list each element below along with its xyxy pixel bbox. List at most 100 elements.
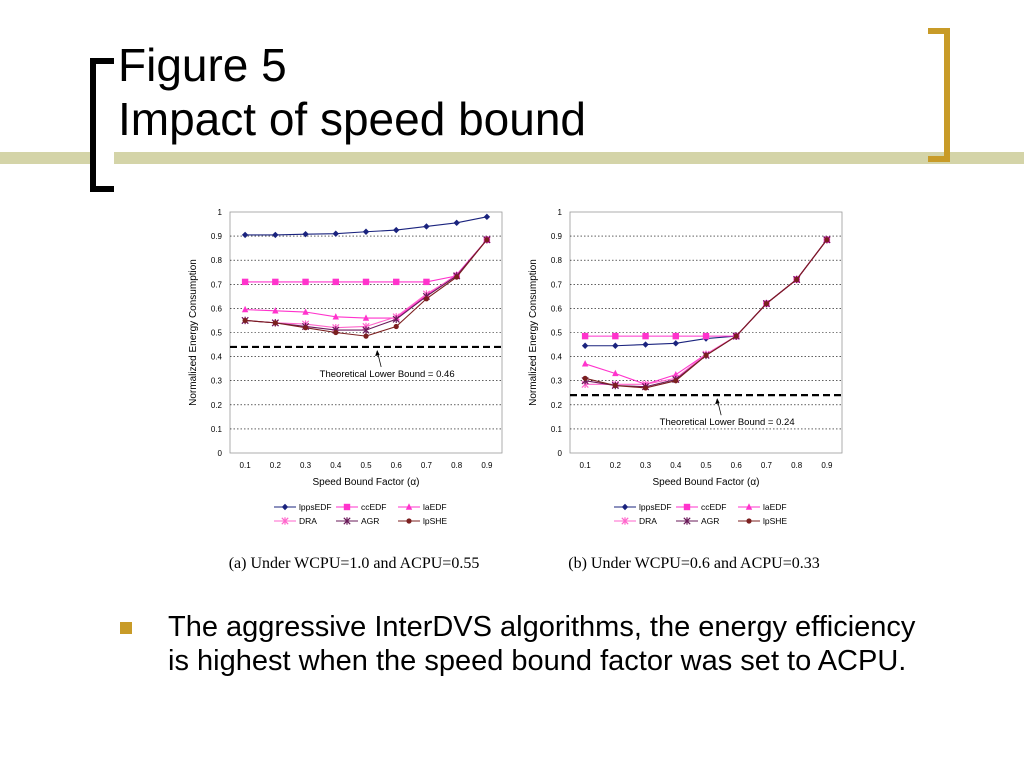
- y-tick-label: 1: [558, 208, 563, 217]
- y-tick-label: 0.3: [551, 377, 563, 386]
- data-point: [332, 278, 339, 286]
- x-tick-label: 0.6: [391, 461, 403, 470]
- data-point: [362, 314, 370, 321]
- y-tick-label: 0.2: [211, 401, 223, 410]
- legend-entry-label: lppsEDF: [639, 502, 672, 512]
- reference-line-label: Theoretical Lower Bound = 0.46: [320, 369, 455, 380]
- y-tick-label: 0.3: [211, 377, 223, 386]
- legend-marker: [343, 503, 351, 511]
- data-point: [241, 305, 249, 313]
- data-point: [763, 300, 770, 307]
- y-axis-label: Normalized Energy Consumption: [528, 259, 539, 406]
- y-tick-label: 0.4: [551, 353, 563, 362]
- legend-entry-label: ccEDF: [361, 502, 387, 512]
- data-point: [794, 276, 800, 283]
- data-point: [582, 375, 588, 381]
- x-tick-label: 0.8: [451, 461, 463, 470]
- slide-title-line-1: Figure 5: [118, 39, 287, 91]
- reference-arrow-head: [375, 349, 380, 356]
- legend-entry-label: DRA: [299, 516, 317, 526]
- x-axis-label: Speed Bound Factor (α): [313, 477, 420, 488]
- y-axis-label: Normalized Energy Consumption: [188, 259, 199, 406]
- legend-entry-label: lpSHE: [763, 516, 787, 526]
- x-tick-label: 0.1: [240, 461, 252, 470]
- data-point: [362, 228, 370, 235]
- data-point: [333, 329, 339, 336]
- slide-title-line-2: Impact of speed bound: [118, 93, 586, 145]
- legend-marker: [621, 517, 629, 525]
- series-lpSHE: [242, 237, 490, 339]
- legend-entry-label: lppsEDF: [299, 502, 332, 512]
- x-tick-label: 0.9: [481, 461, 493, 470]
- y-tick-label: 0.7: [211, 280, 223, 289]
- x-tick-label: 0.4: [670, 461, 682, 470]
- x-tick-label: 0.1: [580, 461, 592, 470]
- data-point: [733, 333, 739, 339]
- bullet-square-icon: [120, 622, 132, 634]
- legend-marker: [621, 503, 629, 511]
- data-point: [612, 382, 618, 389]
- y-tick-label: 0.2: [551, 401, 563, 410]
- y-tick-label: 0.1: [211, 425, 223, 434]
- x-tick-label: 0.3: [300, 461, 312, 470]
- data-point: [332, 313, 339, 320]
- y-tick-label: 0.7: [551, 280, 563, 289]
- legend-marker: [406, 518, 412, 524]
- data-point: [302, 278, 309, 286]
- data-point: [302, 308, 309, 315]
- legend-marker: [683, 517, 691, 525]
- data-point: [241, 231, 249, 239]
- legend-marker: [405, 503, 413, 510]
- data-point: [392, 315, 400, 323]
- data-point: [272, 278, 279, 286]
- data-point: [363, 333, 369, 339]
- y-tick-label: 0: [558, 449, 563, 458]
- chart-panel-a: 0 0.1 0.2 0.3 0.4 0.5 0.6 0.7 0.8 0.9 1 0.1 0.2 0.3 0.…: [188, 208, 503, 572]
- decorative-band: [0, 152, 1024, 164]
- legend-entry-label: laEDF: [423, 502, 447, 512]
- legend: lppsEDF ccEDF laEDF DRA AGR lpSHE: [274, 502, 447, 526]
- data-point: [673, 378, 679, 384]
- data-point: [824, 237, 830, 243]
- y-tick-label: 0.9: [211, 232, 223, 241]
- right-bracket-decoration: [928, 28, 950, 162]
- data-point: [272, 231, 279, 239]
- data-point: [423, 296, 430, 302]
- legend-marker: [281, 517, 289, 525]
- data-point: [393, 226, 400, 234]
- legend-entry-label: ccEDF: [701, 502, 727, 512]
- chart-panel-b: 0 0.1 0.2 0.3 0.4 0.5 0.6 0.7 0.8 0.9 1 0.1 0.2 0.3 0.…: [528, 208, 843, 572]
- data-point: [241, 278, 249, 286]
- x-tick-label: 0.5: [360, 461, 372, 470]
- figure-charts: 0 0.1 0.2 0.3 0.4 0.5 0.6 0.7 0.8 0.9 1 0.1 0.2 0.3 0.…: [188, 208, 843, 572]
- y-tick-label: 0: [218, 449, 223, 458]
- legend-entry-label: DRA: [639, 516, 657, 526]
- legend-marker: [343, 517, 351, 525]
- slide-title: Figure 5 Impact of speed bound: [118, 38, 586, 146]
- data-point: [612, 369, 619, 377]
- chart-caption: (a) Under WCPU=1.0 and ACPU=0.55: [229, 555, 480, 572]
- data-point: [242, 317, 248, 324]
- bullet-text: The aggressive InterDVS algorithms, the …: [168, 611, 916, 677]
- x-tick-label: 0.2: [610, 461, 622, 470]
- y-tick-label: 0.5: [551, 329, 563, 338]
- data-point: [703, 352, 709, 358]
- data-point: [612, 332, 619, 340]
- x-axis-label: Speed Bound Factor (α): [653, 477, 760, 488]
- data-point: [423, 223, 430, 230]
- series-lpSHE: [582, 237, 830, 391]
- x-tick-label: 0.5: [700, 461, 712, 470]
- plot-area: [569, 211, 843, 454]
- legend-marker: [746, 518, 752, 524]
- x-tick-label: 0.7: [761, 461, 773, 470]
- legend-marker: [745, 503, 753, 510]
- data-point: [483, 213, 491, 221]
- legend-marker: [281, 503, 289, 511]
- x-tick-label: 0.7: [421, 461, 433, 470]
- data-point: [302, 325, 309, 331]
- x-tick-label: 0.3: [640, 461, 652, 470]
- data-point: [702, 332, 710, 340]
- data-point: [672, 332, 679, 340]
- y-tick-label: 1: [218, 208, 223, 217]
- legend-entry-label: AGR: [701, 516, 719, 526]
